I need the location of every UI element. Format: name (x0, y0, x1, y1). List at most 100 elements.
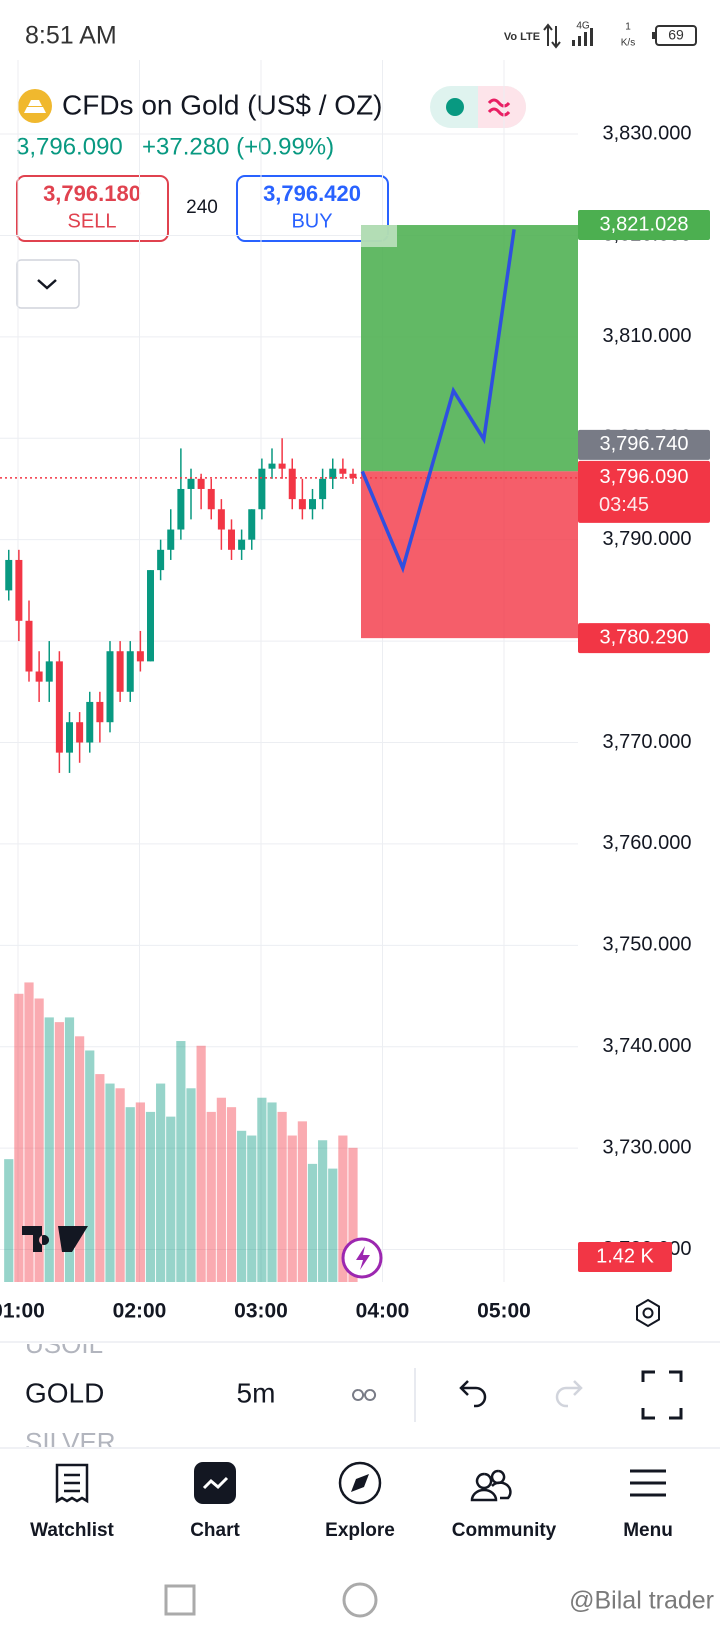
volume-bar (145, 1111, 156, 1282)
watchlist-icon[interactable] (55, 1463, 89, 1504)
volume-bar (328, 1168, 338, 1282)
symbol-item[interactable]: USOIL (25, 1329, 103, 1359)
status-bar: 8:51 AM Vo LTE 4G 1 K/s 69 (25, 21, 697, 50)
symbol-item[interactable]: SILVER (25, 1427, 116, 1457)
y-tick-label: 3,760.000 (603, 832, 692, 854)
candle-body (238, 539, 246, 550)
volume-bar (287, 1135, 297, 1282)
nav-label[interactable]: Explore (325, 1520, 395, 1541)
position-handle (361, 225, 397, 248)
interval[interactable]: 5m (237, 1377, 276, 1408)
chart-icon-line (202, 1476, 229, 1490)
undo-button[interactable] (459, 1380, 487, 1408)
candle-body (55, 661, 63, 753)
lightning-icon (356, 1246, 370, 1270)
y-tick-label: 3,750.000 (603, 934, 692, 956)
stop-tag (578, 623, 710, 654)
volume-tag (578, 1242, 672, 1272)
candle-body (197, 478, 205, 489)
y-tick-label: 3,740.000 (603, 1035, 692, 1057)
buy-price: 3,796.420 (263, 181, 361, 206)
chart-type-icon[interactable] (352, 1389, 377, 1401)
nav-label[interactable]: Community (452, 1520, 557, 1541)
volume-bar (226, 1107, 237, 1282)
y-tick-label: 3,790.000 (603, 528, 692, 550)
sell-button[interactable] (16, 175, 169, 242)
volume-bar (75, 1036, 85, 1282)
candle-body (339, 468, 347, 474)
bar-countdown: 03:45 (599, 494, 649, 516)
candle-body (157, 549, 165, 571)
explore-icon[interactable] (338, 1461, 382, 1505)
candle-body (5, 559, 13, 591)
x-tick-label: 01:00 (0, 1300, 45, 1323)
entry-tag-label: 3,796.740 (600, 433, 689, 455)
candle-body (207, 488, 215, 510)
candle-body (258, 468, 266, 510)
volume-bar (186, 1088, 196, 1282)
price-pane (0, 60, 578, 1282)
nav-label[interactable]: Chart (190, 1520, 240, 1541)
volume-bar (24, 982, 34, 1282)
market-open-dot (446, 98, 464, 116)
home-button[interactable] (342, 1582, 378, 1618)
volume-bar (166, 1116, 176, 1282)
menu-icon[interactable] (630, 1469, 666, 1497)
symbol-title: CFDs on Gold (US$ / OZ) (62, 89, 383, 120)
candle-body (136, 651, 144, 662)
redo-button[interactable] (555, 1380, 583, 1408)
candles (5, 438, 357, 773)
profit-zone (361, 225, 578, 472)
candle-body (329, 468, 337, 479)
volume-bar (176, 1041, 186, 1282)
volume-bar (105, 1083, 115, 1282)
nav-label[interactable]: Watchlist (30, 1520, 114, 1541)
symbol-item[interactable]: GOLD (25, 1377, 104, 1408)
volume-bar (307, 1163, 318, 1282)
candle-body (76, 722, 84, 743)
candle-body (167, 529, 175, 550)
status-time: 8:51 AM (25, 22, 117, 50)
x-tick-label: 05:00 (477, 1300, 531, 1323)
volume-bar (196, 1045, 206, 1282)
candle-body (278, 463, 286, 469)
x-tick-label: 02:00 (113, 1300, 167, 1323)
volume-bars (4, 982, 358, 1282)
volume-bar (297, 1121, 307, 1282)
nav-label[interactable]: Menu (623, 1520, 673, 1541)
volume-bar (95, 1074, 105, 1282)
volume-bar (216, 1097, 226, 1282)
candle-body (15, 559, 23, 621)
status-network: Vo LTE (504, 31, 540, 43)
nav-icons (55, 1461, 666, 1505)
settings-icon[interactable] (636, 1298, 660, 1328)
volume-bar (338, 1135, 348, 1282)
candle-body (228, 529, 235, 550)
projection-line (360, 229, 516, 574)
buy-button[interactable] (236, 175, 389, 242)
header: CFDs on Gold (US$ / OZ) 3,796.090 +37.28… (16, 86, 526, 309)
y-tick-label: 3,810.000 (603, 325, 692, 347)
candle-body (35, 671, 43, 682)
volume-bar (237, 1130, 247, 1282)
fullscreen-button[interactable] (641, 1370, 683, 1420)
candle-body (217, 509, 225, 530)
candle-body (248, 509, 256, 540)
status-signal: 4G (576, 21, 590, 32)
recent-apps-button[interactable] (164, 1584, 196, 1616)
status-speed: 1 (625, 22, 631, 33)
y-tick-label: 3,730.000 (603, 1136, 692, 1158)
last-price-tag-label: 3,796.090 (600, 466, 689, 488)
stop-tag-label: 3,780.290 (600, 626, 689, 648)
symbol-picker[interactable]: USOIL GOLD SILVER (25, 1329, 116, 1457)
sell-price: 3,796.180 (43, 181, 141, 206)
community-icon[interactable] (470, 1469, 512, 1502)
volume-tag-label: 1.42 K (596, 1245, 654, 1267)
volume-bar (267, 1102, 277, 1282)
collapse-button[interactable] (16, 259, 80, 309)
candle-body (86, 701, 94, 743)
tradingview-logo (22, 1226, 88, 1252)
explore-icon-needle (351, 1474, 369, 1492)
volume-bar (85, 1050, 95, 1282)
